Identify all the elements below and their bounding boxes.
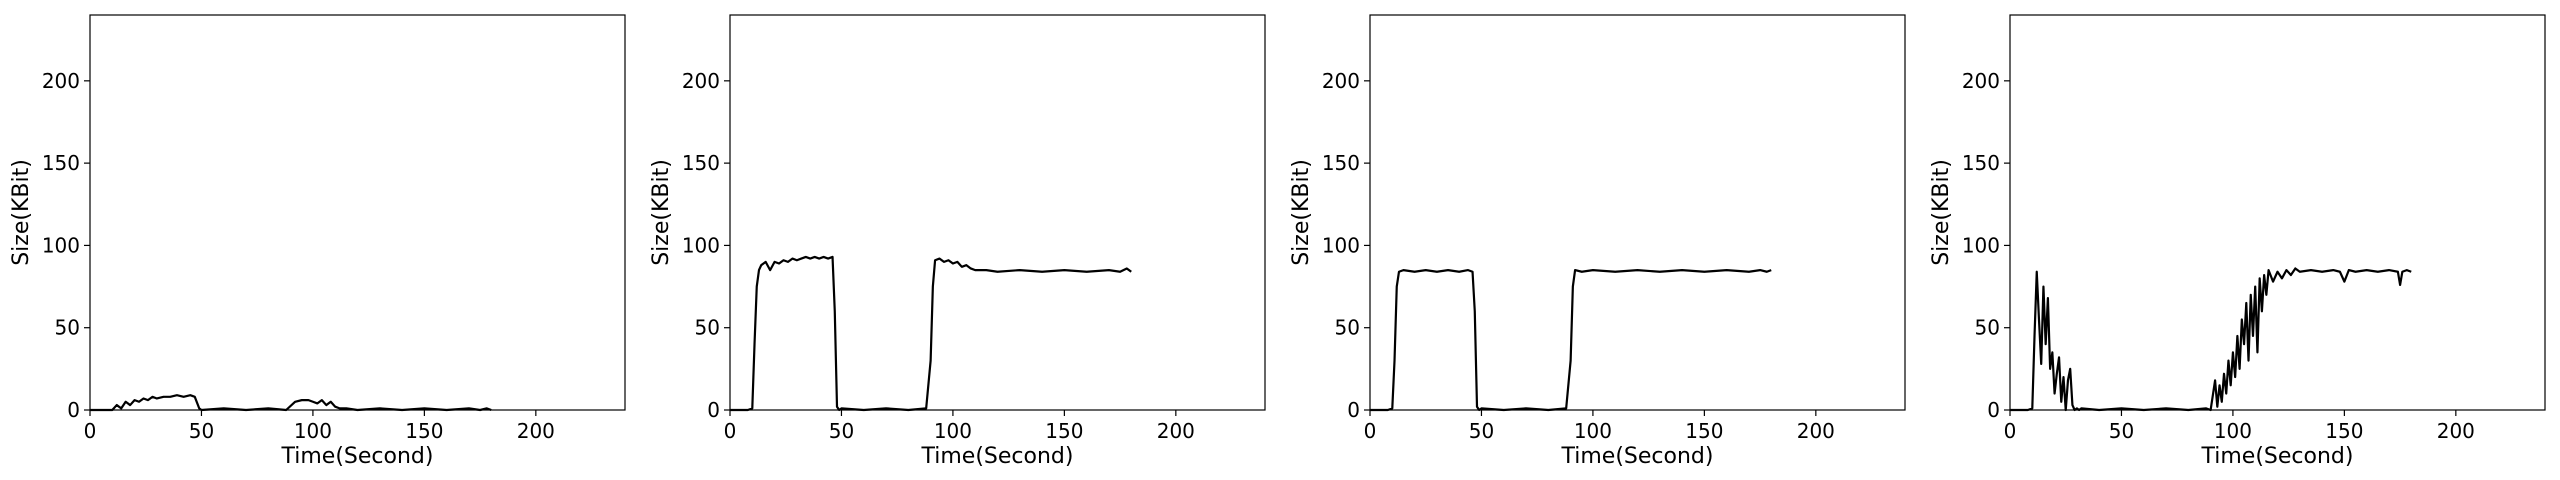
y-axis-label: Size(KBit) <box>9 159 34 266</box>
y-tick-label: 50 <box>1975 316 2000 340</box>
y-tick-label: 200 <box>682 69 720 93</box>
x-tick-label: 200 <box>1797 419 1835 443</box>
x-tick-label: 100 <box>2214 419 2252 443</box>
y-tick-label: 0 <box>707 398 720 422</box>
y-tick-label: 150 <box>1322 151 1360 175</box>
y-axis-label: Size(KBit) <box>1289 159 1314 266</box>
y-axis-label: Size(KBit) <box>1929 159 1954 266</box>
series-line-2-1 <box>730 255 1132 412</box>
chart-panel-4: 0 50 100 150 200 0 50 100 150 200 Time(Second) Size… <box>1929 14 2546 469</box>
x-tick-label: 0 <box>724 419 737 443</box>
y-axis-label: Size(KBit) <box>649 159 674 266</box>
x-tick-label: 200 <box>2437 419 2475 443</box>
y-tick-label: 50 <box>55 316 80 340</box>
x-axis-label: Time(Second) <box>1561 444 1714 469</box>
plot-frame <box>2009 14 2546 411</box>
plot-frame <box>89 14 626 411</box>
x-tick-label: 100 <box>934 419 972 443</box>
x-tick-label: 150 <box>405 419 443 443</box>
x-tick-label: 150 <box>1685 419 1723 443</box>
y-tick-label: 0 <box>1987 398 2000 422</box>
y-tick-label: 150 <box>42 151 80 175</box>
y-tick-label: 150 <box>682 151 720 175</box>
series-line-1-1 <box>90 394 492 412</box>
y-tick-label: 200 <box>1322 69 1360 93</box>
series-line-3-1 <box>1370 269 1772 412</box>
plot-frame <box>1369 14 1906 411</box>
y-tick-label: 100 <box>1962 233 2000 257</box>
y-tick-label: 100 <box>682 233 720 257</box>
x-axis-label: Time(Second) <box>281 444 434 469</box>
chart-panel-3: 0 50 100 150 200 0 50 100 150 200 Time(Second) Size… <box>1289 14 1906 469</box>
y-tick-label: 0 <box>1347 398 1360 422</box>
y-tick-label: 50 <box>695 316 720 340</box>
x-tick-label: 50 <box>1469 419 1494 443</box>
x-tick-label: 50 <box>2109 419 2134 443</box>
x-tick-label: 100 <box>294 419 332 443</box>
x-tick-label: 200 <box>517 419 555 443</box>
x-tick-label: 150 <box>2325 419 2363 443</box>
y-tick-label: 150 <box>1962 151 2000 175</box>
x-tick-label: 150 <box>1045 419 1083 443</box>
x-tick-label: 100 <box>1574 419 1612 443</box>
x-tick-label: 0 <box>84 419 97 443</box>
x-axis-label: Time(Second) <box>921 444 1074 469</box>
y-tick-label: 50 <box>1335 316 1360 340</box>
x-tick-label: 0 <box>1364 419 1377 443</box>
y-tick-label: 200 <box>42 69 80 93</box>
x-tick-label: 200 <box>1157 419 1195 443</box>
y-tick-label: 100 <box>42 233 80 257</box>
x-axis-label: Time(Second) <box>2201 444 2354 469</box>
chart-panel-1: 0 50 100 150 200 0 50 100 150 200 Time(Second) Size… <box>9 14 626 469</box>
x-tick-label: 50 <box>829 419 854 443</box>
x-tick-label: 0 <box>2004 419 2017 443</box>
y-tick-label: 0 <box>67 398 80 422</box>
y-tick-label: 200 <box>1962 69 2000 93</box>
plot-frame <box>729 14 1266 411</box>
series-line-4-1 <box>2010 267 2412 412</box>
chart-panel-2: 0 50 100 150 200 0 50 100 150 200 Time(Second) Size… <box>649 14 1266 469</box>
y-tick-label: 100 <box>1322 233 1360 257</box>
x-tick-label: 50 <box>189 419 214 443</box>
